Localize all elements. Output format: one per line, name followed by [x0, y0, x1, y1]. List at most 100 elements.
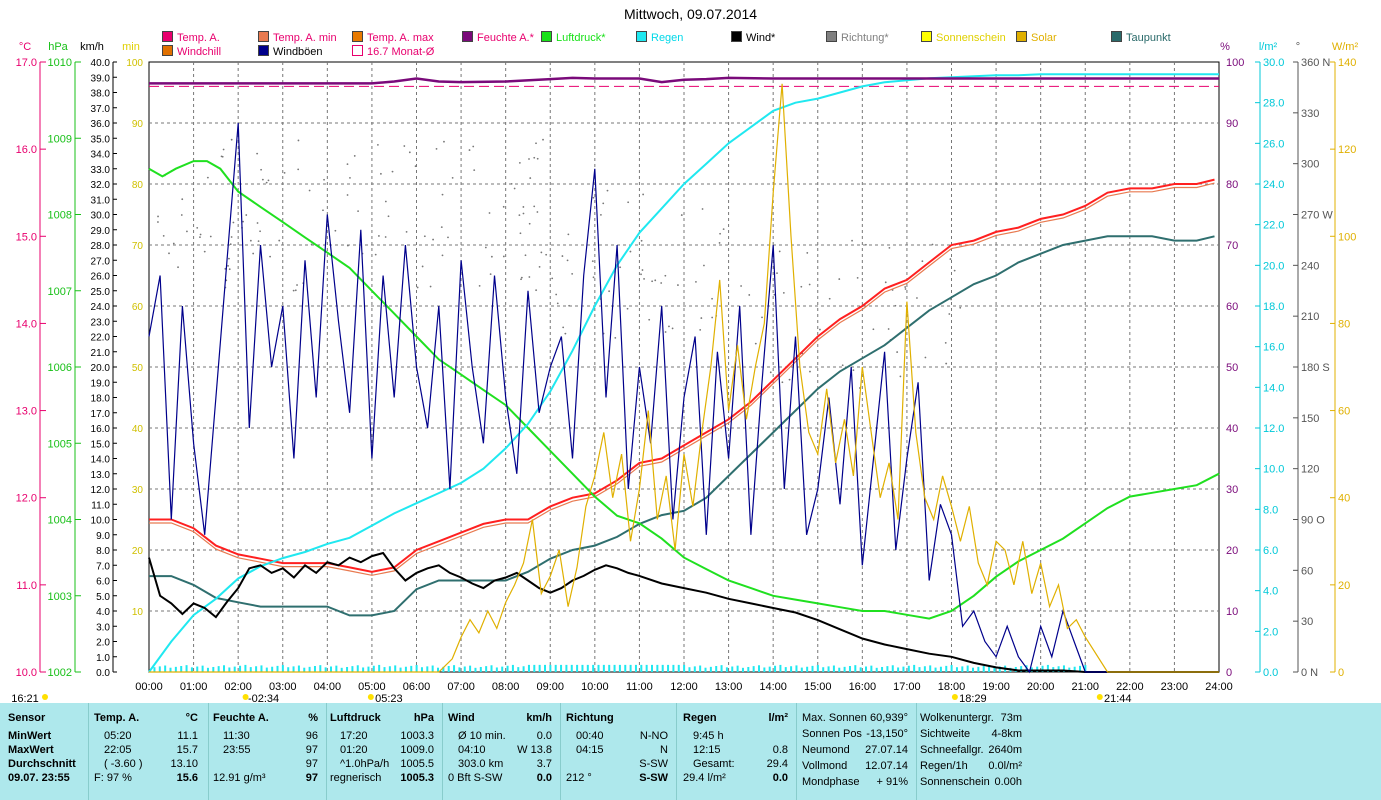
- tick-rain: 0.0: [1263, 667, 1278, 679]
- sun-icon: [42, 694, 48, 700]
- tick-dir: 150: [1301, 413, 1319, 425]
- tick-solar: 60: [1338, 406, 1350, 418]
- rain-bar: [319, 665, 322, 672]
- tick-dir: 60: [1301, 565, 1313, 577]
- legend-item[interactable]: Sonnenschein: [921, 31, 1006, 44]
- legend-item[interactable]: Taupunkt: [1111, 31, 1171, 44]
- legend-item[interactable]: Wind*: [731, 31, 775, 44]
- rain-bar: [784, 667, 787, 672]
- footer-separator: [442, 703, 443, 800]
- rain-bar: [929, 665, 932, 672]
- rain-bar: [661, 664, 664, 672]
- direction-point: [896, 351, 899, 353]
- rain-bar: [613, 664, 616, 672]
- direction-point: [346, 244, 349, 247]
- legend-item[interactable]: Luftdruck*: [541, 31, 606, 44]
- rain-bar: [752, 666, 755, 672]
- direction-point: [677, 284, 679, 286]
- axis-header-press: hPa: [48, 41, 68, 53]
- direction-point: [671, 327, 674, 330]
- rain-bar: [848, 666, 851, 672]
- tick-x: 08:00: [492, 681, 520, 693]
- tick-x: 10:00: [581, 681, 609, 693]
- legend-item[interactable]: Temp. A. min: [258, 31, 337, 44]
- rain-bar: [458, 667, 461, 672]
- direction-point: [904, 286, 907, 288]
- rain-bar: [308, 666, 311, 672]
- footer-time: 05:20: [104, 730, 132, 742]
- footer-time: regnerisch: [330, 772, 382, 784]
- rain-bar: [865, 666, 868, 672]
- rain-bar: [153, 667, 156, 672]
- legend-item[interactable]: Temp. A.: [162, 31, 220, 44]
- tick-wind: 2.0: [96, 638, 110, 649]
- direction-point: [654, 279, 657, 282]
- direction-point: [651, 280, 654, 283]
- rain-bar: [741, 667, 744, 672]
- rain-bar: [565, 664, 568, 672]
- direction-point: [227, 264, 229, 267]
- direction-point: [761, 316, 763, 319]
- footer-time: 12:15: [693, 744, 721, 756]
- tick-solar: 20: [1338, 580, 1350, 592]
- tick-pct: 90: [1226, 118, 1238, 130]
- rain-bar: [1068, 667, 1071, 672]
- legend-label: Windböen: [273, 46, 323, 58]
- direction-point: [562, 326, 565, 329]
- direction-point: [808, 283, 811, 286]
- axis-header-rain: l/m²: [1259, 41, 1278, 53]
- legend-item[interactable]: Windböen: [258, 45, 323, 58]
- rain-bar: [672, 664, 675, 672]
- footer-time: Ø 10 min.: [458, 730, 506, 742]
- direction-point: [518, 214, 521, 217]
- tick-wind: 4.0: [96, 607, 110, 618]
- tick-rain: 30.0: [1263, 57, 1284, 69]
- legend-item[interactable]: Regen: [636, 31, 683, 44]
- rain-bar: [629, 664, 632, 672]
- footer-label: Sonnenschein: [920, 776, 990, 788]
- tick-wind: 19.0: [91, 378, 111, 389]
- legend-item[interactable]: Temp. A. max: [352, 31, 434, 44]
- direction-point: [228, 268, 231, 271]
- direction-point: [232, 221, 235, 224]
- series-line: [148, 73, 1219, 673]
- footer-separator: [916, 703, 917, 800]
- sun-icon: [1096, 694, 1103, 700]
- direction-point: [374, 253, 377, 256]
- legend-item[interactable]: Feuchte A.*: [462, 31, 534, 44]
- legend-item[interactable]: Solar: [1016, 31, 1057, 44]
- rain-bar: [244, 664, 247, 672]
- legend-swatch: [731, 31, 742, 42]
- legend-item[interactable]: Windchill: [162, 45, 221, 58]
- tick-wind: 13.0: [91, 470, 111, 481]
- footer-label: Sonnen Pos: [802, 728, 862, 740]
- rain-bar: [281, 665, 284, 672]
- legend-item[interactable]: Richtung*: [826, 31, 889, 44]
- direction-point: [640, 273, 642, 276]
- rain-bar: [276, 665, 279, 672]
- footer-label: Schneefallgr.: [920, 744, 984, 756]
- direction-point: [206, 176, 209, 179]
- footer-time: 04:10: [458, 744, 486, 756]
- footer-row-label: MaxWert: [8, 744, 54, 756]
- direction-point: [222, 148, 225, 151]
- tick-wind: 38.0: [91, 89, 111, 100]
- legend-swatch: [162, 45, 173, 56]
- rain-bar: [972, 667, 975, 672]
- tick-wind: 7.0: [96, 561, 110, 572]
- direction-point: [323, 178, 325, 181]
- tick-press: 1008: [48, 210, 72, 222]
- rain-bar: [581, 664, 584, 672]
- direction-point: [416, 286, 419, 289]
- direction-point: [209, 235, 212, 238]
- direction-point: [157, 215, 159, 218]
- footer-value: 3.7: [536, 758, 552, 770]
- rain-bar: [346, 666, 349, 672]
- tick-rain: 22.0: [1263, 220, 1284, 232]
- rain-bar: [287, 667, 290, 672]
- legend-item[interactable]: 16.7 Monat-Ø: [352, 45, 434, 58]
- series-line: [148, 122, 1219, 674]
- series-humidity: [149, 76, 1219, 85]
- rain-bar: [998, 666, 1001, 672]
- footer-separator: [796, 703, 797, 800]
